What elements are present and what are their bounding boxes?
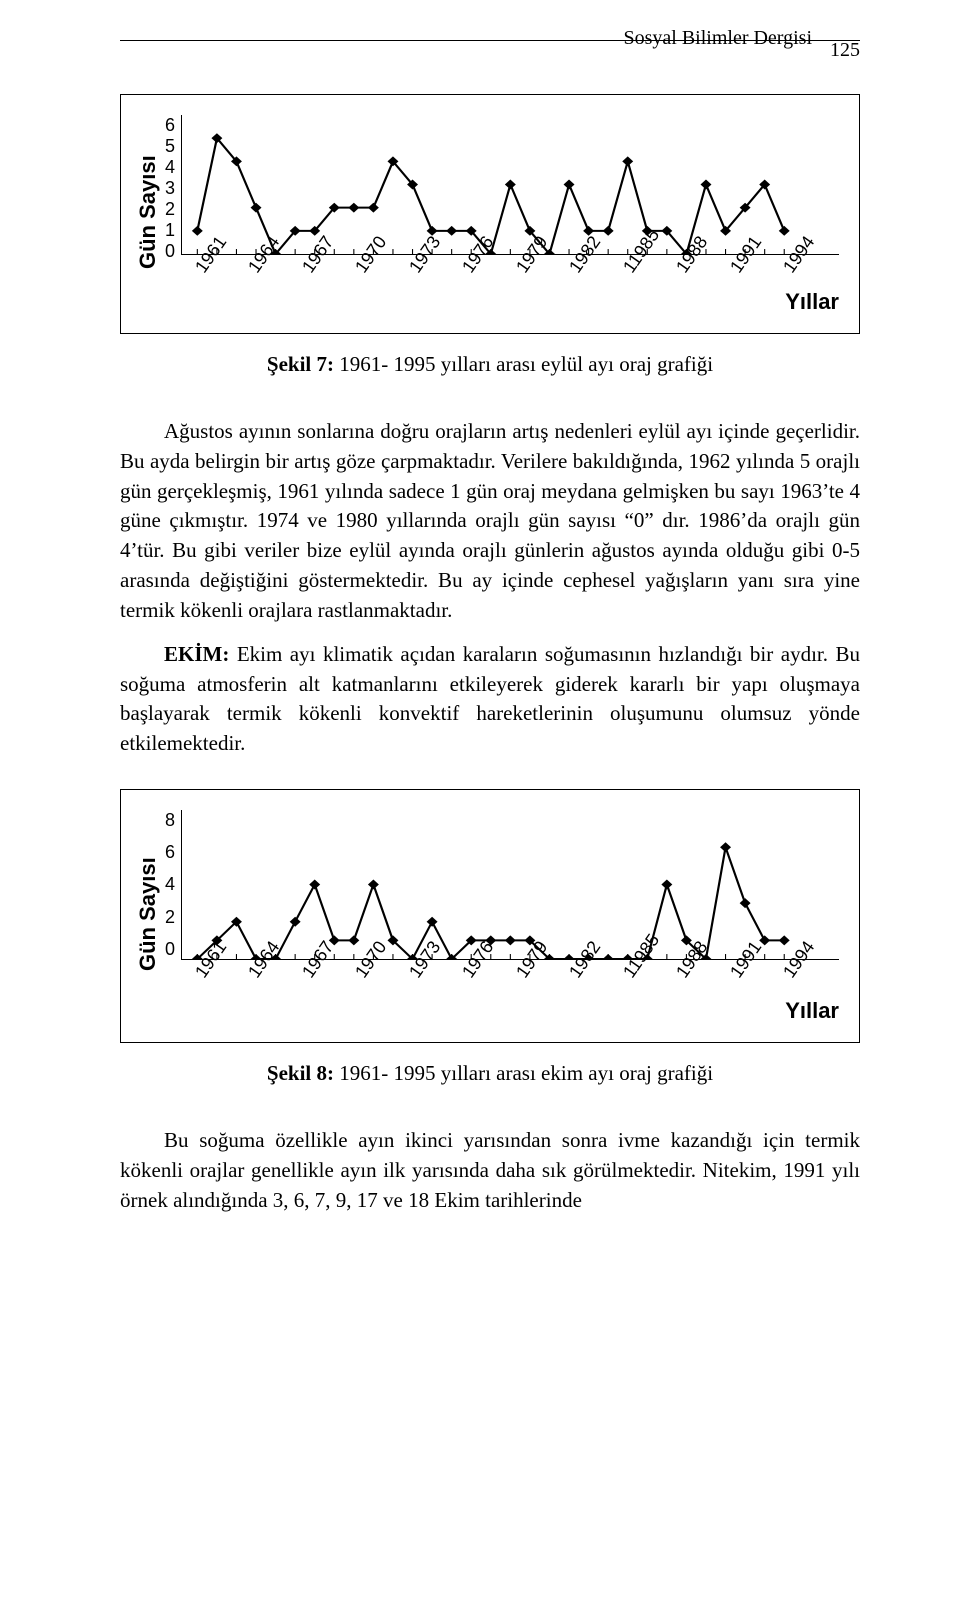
xtick: 1991 [726, 970, 765, 998]
ytick: 8 [165, 810, 175, 831]
paragraph-3: Bu soğuma özellikle ayın ikinci yarısınd… [120, 1126, 860, 1215]
xtick: 11985 [619, 970, 658, 998]
xtick: 1976 [458, 970, 497, 998]
xtick: 1970 [351, 970, 390, 998]
caption-2-text: 1961- 1995 yılları arası ekim ayı oraj g… [334, 1061, 713, 1085]
xtick: 1982 [565, 970, 604, 998]
ytick: 2 [165, 199, 175, 220]
caption-1-label: Şekil 7: [267, 352, 334, 376]
xtick: 1979 [512, 970, 551, 998]
paragraph-2-text: Ekim ayı klimatik açıdan karaların soğum… [120, 642, 860, 755]
xtick: 1988 [672, 265, 708, 290]
chart-2-xticks: 1961 1964 1967 1970 1973 1976 1979 1982 11985 198… [181, 970, 839, 1018]
paragraph-2: EKİM: Ekim ayı klimatik açıdan karaların… [120, 640, 860, 759]
page-header: Sosyal Bilimler Dergisi 125 [120, 40, 860, 64]
journal-name: Sosyal Bilimler Dergisi [623, 27, 812, 50]
xtick: 1976 [458, 265, 494, 290]
xtick: 1982 [565, 265, 601, 290]
ytick: 4 [165, 157, 175, 178]
xtick: 1964 [244, 265, 280, 290]
chart-1-xticks: 1961 1964 1967 1970 1973 1976 1979 1982 11985 198… [181, 265, 839, 309]
xtick: 1991 [726, 265, 762, 290]
chart-1-box: Gün Sayısı 6543210 196119641967197019731… [120, 94, 860, 334]
caption-2-label: Şekil 8: [267, 1061, 334, 1085]
xtick: 1994 [779, 265, 815, 290]
ytick: 1 [165, 220, 175, 241]
paragraph-2-label: EKİM: [164, 642, 229, 666]
ytick: 5 [165, 136, 175, 157]
xtick: 1964 [244, 970, 283, 998]
chart-1-yticks: 6543210 [165, 115, 181, 255]
ytick: 0 [165, 939, 175, 960]
xtick: 1961 [191, 265, 227, 290]
chart-1-ylabel: Gün Sayısı [131, 115, 165, 309]
chart-1-xlabel: Yıllar [785, 289, 839, 315]
ytick: 3 [165, 178, 175, 199]
ytick: 0 [165, 241, 175, 262]
chart-2-plot [181, 810, 839, 960]
ytick: 2 [165, 907, 175, 928]
paragraph-1: Ağustos ayının sonlarına doğru orajların… [120, 417, 860, 626]
chart-2-xlabel: Yıllar [785, 998, 839, 1024]
chart-2-ylabel: Gün Sayısı [131, 810, 165, 1018]
xtick: 1994 [779, 970, 818, 998]
chart-2-box: Gün Sayısı 8 6 4 2 0 1961 1964 1967 1970 1973 197… [120, 789, 860, 1043]
xtick: 1967 [298, 970, 337, 998]
ytick: 6 [165, 115, 175, 136]
xtick: 1970 [351, 265, 387, 290]
xtick: 11985 [619, 265, 655, 290]
chart-2-caption: Şekil 8: 1961- 1995 yılları arası ekim a… [120, 1061, 860, 1086]
chart-1-plot [181, 115, 839, 255]
xtick: 1973 [405, 970, 444, 998]
ytick: 6 [165, 842, 175, 863]
xtick: 1967 [298, 265, 334, 290]
ytick: 4 [165, 874, 175, 895]
xtick: 1973 [405, 265, 441, 290]
xtick: 1979 [512, 265, 548, 290]
chart-1-caption: Şekil 7: 1961- 1995 yılları arası eylül … [120, 352, 860, 377]
page-number: 125 [830, 39, 860, 62]
xtick: 1988 [672, 970, 711, 998]
xtick: 1961 [191, 970, 230, 998]
caption-1-text: 1961- 1995 yılları arası eylül ayı oraj … [334, 352, 713, 376]
chart-2-yticks: 8 6 4 2 0 [165, 810, 181, 960]
